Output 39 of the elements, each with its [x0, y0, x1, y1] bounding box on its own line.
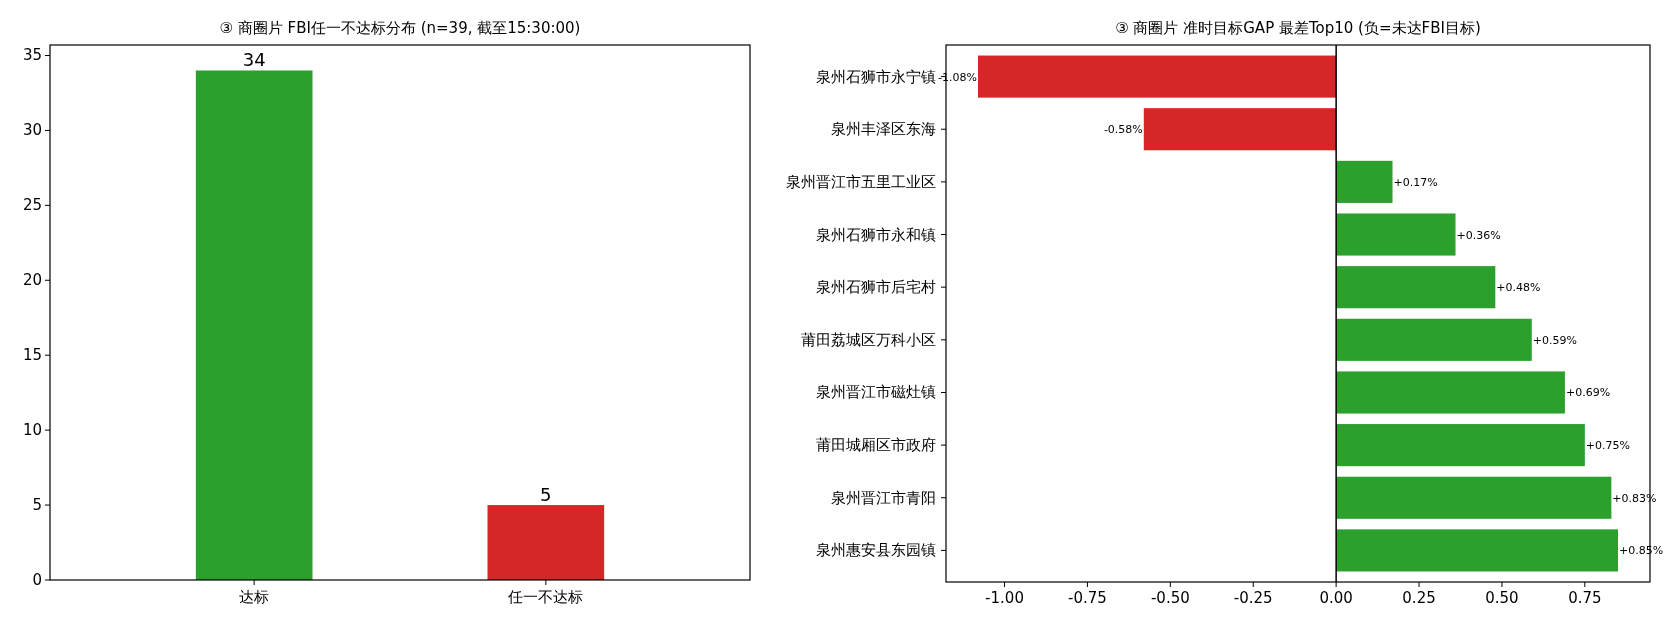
tick-label: 35 — [22, 46, 42, 65]
tick-label: 0.50 — [1485, 589, 1519, 607]
tick-label: -0.75 — [1068, 589, 1107, 607]
tick-label: 25 — [22, 196, 42, 215]
data-label: 34 — [242, 49, 266, 71]
tick-label: 0 — [32, 571, 42, 589]
tick-label: 0.25 — [1402, 589, 1436, 607]
data-label: +0.59% — [1532, 333, 1577, 347]
tick-label: -0.50 — [1150, 589, 1190, 607]
tick-label: 泉州石狮市永宁镇 — [816, 67, 936, 86]
data-label: +0.17% — [1393, 175, 1438, 189]
tick-label: 泉州惠安县东园镇 — [816, 541, 936, 560]
tick-label: 莆田城厢区市政府 — [816, 436, 936, 455]
data-label: +0.69% — [1565, 386, 1611, 400]
data-label: +0.48% — [1496, 281, 1541, 295]
data-label: -0.58% — [1103, 123, 1143, 137]
tick-label: 泉州晋江市五里工业区 — [786, 172, 936, 191]
tick-label: 15 — [22, 346, 42, 365]
tick-label: -0.25 — [1233, 589, 1273, 607]
data-label: +0.36% — [1456, 228, 1501, 242]
title: ③ 商圈片 FBI任一不达标分布 (n=39, 截至15:30:00) — [219, 19, 581, 37]
tick-label: 泉州石狮市永和镇 — [816, 225, 936, 244]
title: ③ 商圈片 准时目标GAP 最差Top10 (负=未达FBI目标) — [1115, 19, 1481, 37]
tick-label: 0.75 — [1568, 589, 1602, 607]
tick-label: 10 — [22, 421, 42, 440]
tick-label: 达标 — [239, 588, 270, 606]
tick-label: 5 — [32, 496, 42, 515]
tick-label: 0.00 — [1319, 589, 1353, 607]
tick-label: 泉州晋江市磁灶镇 — [816, 383, 936, 402]
data-label: 5 — [540, 484, 552, 506]
tick-label: 30 — [22, 121, 42, 140]
tick-label: -1.00 — [985, 589, 1024, 607]
tick-label: 任一不达标 — [508, 588, 584, 606]
tick-label: 20 — [22, 271, 42, 290]
tick-label: 泉州丰泽区东海 — [831, 120, 936, 139]
data-label: +0.75% — [1585, 439, 1630, 453]
tick-label: 泉州石狮市后宅村 — [816, 278, 936, 297]
tick-label: 泉州晋江市青阳 — [831, 488, 936, 507]
tick-label: 莆田荔城区万科小区 — [801, 330, 936, 349]
